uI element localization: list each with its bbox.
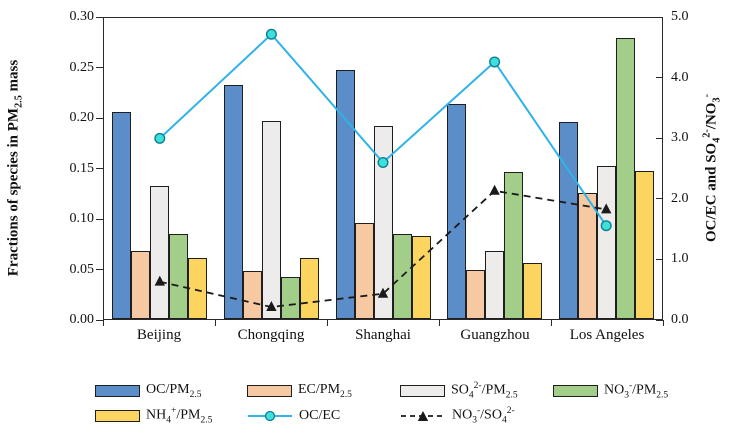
left-axis-tick-label-0.05: 0.05: [69, 261, 95, 277]
left-axis-tick-label-0.10: 0.10: [69, 211, 95, 226]
right-axis-tick-label-3.0: 3.0: [671, 130, 689, 146]
right-axis-tickmark: [656, 77, 663, 79]
legend-label-ec: EC/PM2.5: [298, 382, 352, 400]
legend-item-no3: NO3-/PM2.5: [553, 381, 669, 401]
x-axis-tickmark: [327, 320, 328, 326]
right-axis-tickmark: [656, 258, 663, 260]
bar-oc-beijing: [112, 112, 132, 319]
marker-oc-ec-chongqing: [265, 28, 277, 40]
bar-ec-shanghai: [354, 223, 374, 319]
x-axis-tickmark: [439, 320, 440, 326]
left-axis-tickmark: [96, 269, 103, 270]
marker-oc-ec-guangzhou: [489, 56, 501, 68]
bar-no3-shanghai: [392, 234, 412, 319]
bar-nh4-los-angeles: [634, 171, 654, 319]
right-axis-tickmark: [656, 16, 663, 18]
legend-line-sample-no3-so4: [401, 411, 445, 421]
bar-nh4-chongqing: [299, 258, 319, 319]
right-axis-tick-label-4.0: 4.0: [671, 69, 689, 85]
left-axis-tick-label-0.20: 0.20: [69, 110, 95, 125]
legend-label-no3-so4: NO3-/SO42-: [452, 406, 515, 426]
bar-so4-shanghai: [373, 126, 393, 319]
legend-swatch-oc: [95, 385, 140, 397]
marker-oc-ec-beijing: [154, 132, 166, 144]
x-axis-tickmark: [103, 320, 104, 326]
right-axis-tick-label-2.0: 2.0: [671, 190, 689, 206]
legend-label-oc: OC/PM2.5: [146, 382, 202, 400]
right-axis-tickmark: [656, 137, 663, 139]
x-axis-tickmark: [551, 320, 552, 326]
bar-nh4-guangzhou: [523, 263, 543, 319]
bar-no3-beijing: [169, 234, 189, 319]
bar-oc-los-angeles: [558, 122, 578, 319]
legend-item-so4: SO42-/PM2.5: [400, 381, 518, 401]
bar-no3-los-angeles: [615, 38, 635, 319]
x-axis-label-chongqing: Chongqing: [237, 327, 305, 343]
legend-label-no3: NO3-/PM2.5: [604, 381, 669, 401]
bar-nh4-shanghai: [411, 236, 431, 319]
bar-oc-guangzhou: [447, 104, 467, 319]
legend-swatch-nh4: [95, 410, 140, 422]
bar-no3-guangzhou: [504, 172, 524, 319]
left-axis-tick-label-0.00: 0.00: [69, 312, 95, 327]
marker-no3-so4-guangzhou: [489, 184, 500, 195]
x-axis-tickmark: [215, 320, 216, 326]
right-axis-tick-label-0.0: 0.0: [671, 312, 689, 327]
legend-item-no3-so4: NO3-/SO42-: [400, 406, 515, 426]
legend-swatch-ec: [247, 385, 292, 397]
left-axis-tickmark: [96, 218, 103, 220]
left-axis-tick-label-0.25: 0.25: [69, 59, 95, 75]
bar-so4-guangzhou: [485, 251, 505, 319]
x-axis-label-beijing: Beijing: [136, 327, 182, 343]
legend-label-nh4: NH4+/PM2.5: [146, 406, 213, 426]
legend-label-so4: SO42-/PM2.5: [451, 381, 518, 401]
x-axis-label-shanghai: Shanghai: [355, 327, 411, 343]
left-axis-tickmark: [96, 16, 103, 18]
legend-item-oc-ec: OC/EC: [247, 408, 340, 424]
right-axis-tick-label-1.0: 1.0: [671, 251, 689, 267]
bar-ec-los-angeles: [577, 193, 597, 319]
right-axis-tickmark: [656, 319, 663, 321]
legend-item-nh4: NH4+/PM2.5: [95, 406, 213, 426]
bar-so4-beijing: [150, 186, 170, 319]
bar-oc-shanghai: [335, 70, 355, 319]
bar-oc-chongqing: [223, 85, 243, 319]
legend-item-oc: OC/PM2.5: [95, 382, 202, 400]
bar-ec-chongqing: [242, 271, 262, 319]
legend-item-ec: EC/PM2.5: [247, 382, 352, 400]
left-axis-title: Fractions of species in PM2.5 mass: [5, 59, 25, 277]
right-axis-title: OC/EC and SO42-/NO3-: [701, 94, 723, 242]
bar-ec-beijing: [131, 251, 151, 319]
left-axis-tick-label-0.15: 0.15: [69, 160, 95, 176]
right-axis-tick-label-5.0: 5.0: [671, 9, 689, 24]
left-axis-tickmark: [96, 168, 103, 169]
left-axis-tickmark: [96, 117, 103, 119]
x-axis-tickmark: [663, 320, 664, 326]
x-axis-label-los-angeles: Los Angeles: [569, 327, 645, 343]
right-axis-tickmark: [656, 198, 663, 200]
bar-no3-chongqing: [280, 277, 300, 319]
bar-ec-guangzhou: [466, 270, 486, 319]
legend-swatch-so4: [400, 385, 445, 397]
legend-line-sample-oc-ec: [248, 410, 292, 422]
bar-nh4-beijing: [188, 258, 208, 319]
bar-so4-los-angeles: [596, 166, 616, 319]
left-axis-tickmark: [96, 319, 103, 321]
left-axis-tickmark: [96, 67, 103, 68]
bar-so4-chongqing: [261, 121, 281, 319]
legend-swatch-no3: [553, 385, 598, 397]
legend-label-oc-ec: OC/EC: [299, 408, 341, 423]
left-axis-tick-label-0.30: 0.30: [69, 9, 95, 24]
x-axis-label-guangzhou: Guangzhou: [460, 327, 530, 343]
plot-area: [103, 17, 663, 320]
